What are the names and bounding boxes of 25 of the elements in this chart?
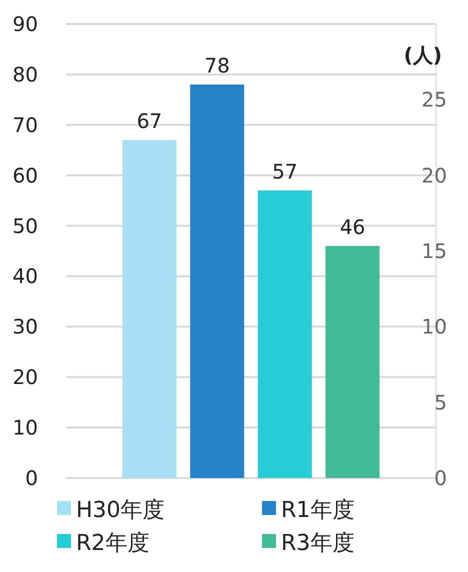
y-tick-label: 40 [12, 264, 38, 288]
data-label: 78 [204, 54, 230, 78]
y2-tick-label: 25 [422, 88, 447, 112]
y2-axis-title: (人) [404, 43, 442, 67]
legend-label: R3年度 [281, 531, 354, 556]
y-tick-label: 0 [25, 466, 38, 490]
y-tick-label: 10 [12, 416, 38, 440]
legend-label: H30年度 [76, 498, 165, 523]
y2-tick-label: 0 [434, 466, 447, 490]
y-tick-label: 50 [12, 214, 38, 238]
y-tick-label: 60 [12, 163, 38, 188]
legend-label: R2年度 [76, 531, 150, 556]
y-tick-label: 20 [12, 365, 38, 390]
data-label: 46 [340, 214, 366, 239]
data-label: 57 [272, 159, 298, 184]
y-tick-label: 30 [12, 314, 38, 339]
y2-tick-label: 10 [422, 314, 447, 339]
y-tick-label: 80 [12, 62, 38, 86]
y2-tick-label: 20 [422, 163, 447, 188]
y2-tick-label: 5 [434, 390, 447, 414]
data-label: 67 [136, 109, 162, 134]
y-tick-label: 70 [12, 112, 38, 137]
y2-tick-label: 15 [422, 239, 447, 263]
legend-label: R1年度 [281, 498, 354, 523]
y-tick-label: 90 [12, 12, 38, 36]
